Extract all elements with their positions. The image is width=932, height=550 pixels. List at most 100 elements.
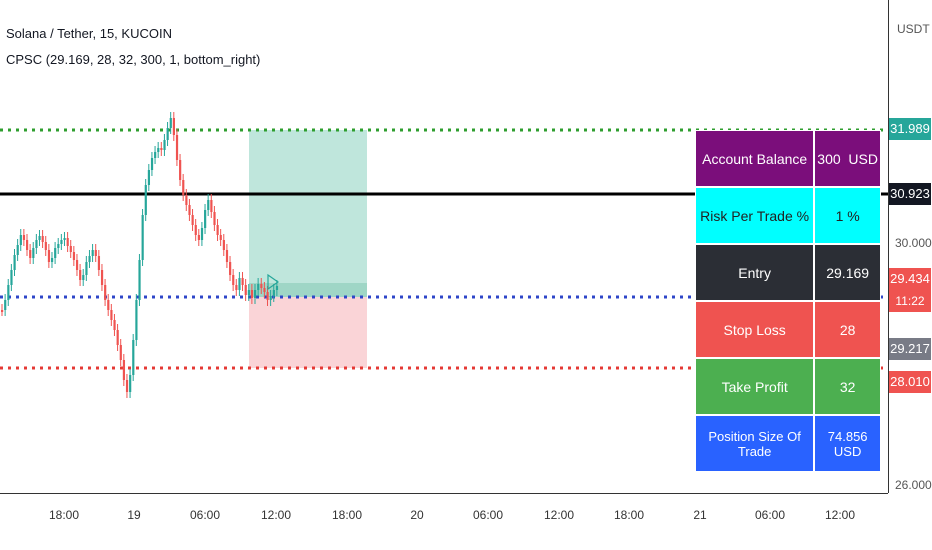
- candle-body: [135, 300, 138, 340]
- candle-body: [179, 160, 182, 180]
- candle-body: [113, 320, 116, 330]
- time-label: 20: [410, 508, 424, 522]
- entry-price-tag: 29.217: [889, 338, 931, 360]
- candle-body: [247, 290, 250, 295]
- candle-body: [235, 285, 238, 290]
- time-label: 06:00: [754, 508, 786, 522]
- candle-body: [160, 148, 163, 150]
- time-label: 06:00: [189, 508, 221, 522]
- candle-body: [66, 238, 69, 246]
- position-size-label: Position Size Of Trade: [695, 415, 815, 472]
- time-label: 12:00: [543, 508, 575, 522]
- risk-row: Risk Per Trade % 1 %: [695, 187, 881, 244]
- account-balance-row: Account Balance 300 USD: [695, 130, 881, 187]
- candle-body: [172, 118, 175, 135]
- time-label: 12:00: [260, 508, 292, 522]
- candle-body: [250, 290, 254, 298]
- candle-body: [85, 262, 88, 275]
- candle-body: [60, 240, 63, 244]
- candle-body: [41, 236, 44, 242]
- candle-body: [175, 135, 179, 160]
- indicator-legend[interactable]: CPSC (29.169, 28, 32, 300, 1, bottom_rig…: [6, 52, 261, 67]
- price-chart[interactable]: [0, 0, 888, 493]
- candle-body: [75, 260, 79, 270]
- candle-body: [166, 128, 169, 140]
- candle-body: [188, 205, 191, 215]
- candle-body: [197, 235, 200, 240]
- risk-label: Risk Per Trade %: [695, 187, 815, 244]
- chart-area[interactable]: Solana / Tether, 15, KUCOIN CPSC (29.169…: [0, 0, 888, 493]
- candle-body: [1, 310, 4, 312]
- countdown-tag: 11:22: [889, 290, 931, 312]
- position-size-row: Position Size Of Trade 74.856 USD: [695, 415, 881, 472]
- candle-body: [63, 238, 66, 240]
- risk-value: 1 %: [814, 187, 881, 244]
- candle-body: [119, 345, 122, 360]
- candle-body: [238, 278, 241, 290]
- candle-body: [72, 252, 76, 260]
- loss-zone: [249, 297, 367, 368]
- candle-body: [138, 260, 141, 300]
- profit-zone-band: [249, 283, 367, 297]
- stop-loss-label: Stop Loss: [695, 301, 815, 358]
- time-label: 19: [127, 508, 141, 522]
- stop-loss-value: 28: [814, 301, 881, 358]
- candle-body: [266, 292, 269, 300]
- candle-body: [194, 225, 197, 235]
- entry-label: Entry: [695, 244, 815, 301]
- currency-label: USDT: [897, 22, 930, 36]
- candle-body: [163, 140, 166, 150]
- candle-body: [4, 300, 7, 310]
- candle-body: [222, 240, 225, 250]
- candle-body: [129, 375, 132, 392]
- candle-body: [13, 255, 16, 270]
- price-axis[interactable]: USDT 30.000 26.000: [888, 0, 932, 493]
- symbol-legend[interactable]: Solana / Tether, 15, KUCOIN: [6, 26, 172, 41]
- candle-body: [19, 235, 22, 245]
- candle-body: [44, 242, 47, 250]
- candle-body: [122, 360, 126, 380]
- candle-body: [210, 200, 213, 212]
- candle-body: [182, 180, 185, 195]
- candle-body: [82, 275, 85, 280]
- candle-body: [50, 258, 54, 262]
- time-axis[interactable]: 18:00 19 06:00 12:00 18:00 20 06:00 12:0…: [0, 493, 888, 550]
- candle-body: [254, 290, 257, 298]
- candle-body: [125, 380, 129, 392]
- candle-body: [116, 330, 119, 345]
- candle-body: [257, 284, 260, 290]
- candle-body: [141, 215, 144, 260]
- candle-body: [38, 236, 41, 240]
- candle-body: [157, 148, 160, 152]
- account-balance-value: 300 USD: [814, 130, 881, 187]
- candle-body: [54, 248, 57, 258]
- candle-body: [207, 200, 210, 210]
- candle-body: [216, 225, 219, 235]
- candle-body: [94, 250, 97, 256]
- candle-body: [147, 170, 151, 185]
- candle-body: [88, 256, 91, 262]
- profit-zone: [249, 130, 367, 297]
- take-profit-value: 32: [814, 358, 881, 415]
- candle-body: [104, 285, 107, 300]
- take-profit-row: Take Profit 32: [695, 358, 881, 415]
- stop-loss-row: Stop Loss 28: [695, 301, 881, 358]
- candle-body: [244, 285, 247, 295]
- candle-body: [191, 215, 194, 225]
- candle-body: [269, 296, 272, 300]
- entry-value: 29.169: [814, 244, 881, 301]
- candle-body: [22, 235, 26, 240]
- candle-body: [204, 210, 207, 228]
- candle-body: [47, 250, 51, 262]
- candle-body: [100, 270, 104, 285]
- candle-body: [91, 250, 94, 256]
- candle-body: [154, 152, 157, 158]
- candle-body: [225, 250, 229, 262]
- last-price-tag: 29.434: [889, 268, 931, 290]
- time-label: 06:00: [472, 508, 504, 522]
- candle-body: [69, 246, 72, 252]
- take-profit-price-tag: 31.989: [889, 118, 931, 140]
- stop-price-tag: 28.010: [889, 371, 931, 393]
- candle-body: [132, 340, 135, 375]
- price-tick: 26.000: [895, 478, 932, 492]
